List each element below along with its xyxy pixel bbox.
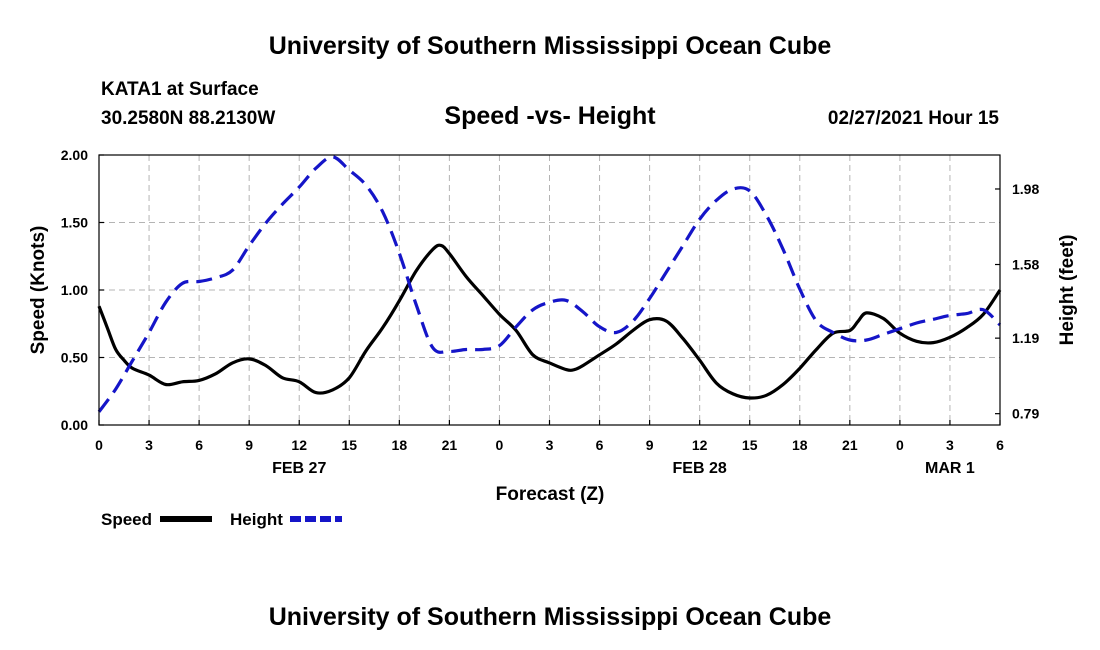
x-tick-label: 15	[341, 437, 357, 453]
x-tick-label: 0	[896, 437, 904, 453]
series-layer	[97, 155, 1002, 413]
x-tick-label: 6	[596, 437, 604, 453]
x-tick-label: 6	[996, 437, 1004, 453]
axes: 0 3 6 9 12 15 18 21 0 3 6 9 12 15 18 21 0 3 6 0.00 0.50 1.00 1…	[61, 147, 1040, 477]
x-tick-label: 21	[442, 437, 458, 453]
grid	[99, 155, 1000, 425]
y2-tick-label: 0.79	[1012, 406, 1039, 422]
station-coords: 30.2580N 88.2130W	[101, 108, 275, 129]
page-title-bottom: University of Southern Mississippi Ocean…	[269, 603, 832, 631]
legend: Speed Height	[101, 510, 342, 529]
y2-tick-label: 1.19	[1012, 330, 1039, 346]
y-tick-label: 1.50	[61, 215, 88, 231]
x-tick-label: 3	[546, 437, 554, 453]
x-tick-label: 3	[946, 437, 954, 453]
x-tick-label: 9	[646, 437, 654, 453]
date-label: FEB 27	[272, 460, 326, 477]
y-tick-label: 1.00	[61, 282, 88, 298]
legend-height-label: Height	[230, 510, 283, 529]
y-tick-label: 0.00	[61, 417, 88, 433]
page-title-top: University of Southern Mississippi Ocean…	[269, 32, 832, 60]
height-series-line	[97, 155, 1002, 413]
date-label: MAR 1	[925, 460, 975, 477]
y2-axis-label: Height (feet)	[1057, 235, 1078, 346]
date-label: FEB 28	[673, 460, 727, 477]
x-tick-label: 15	[742, 437, 758, 453]
speed-series-line	[97, 243, 1002, 400]
station-name: KATA1 at Surface	[101, 79, 259, 100]
forecast-datetime: 02/27/2021 Hour 15	[828, 108, 1000, 129]
x-tick-label: 6	[195, 437, 203, 453]
x-tick-label: 0	[496, 437, 504, 453]
x-tick-label: 21	[842, 437, 858, 453]
legend-speed-label: Speed	[101, 510, 152, 529]
x-tick-label: 3	[145, 437, 153, 453]
y-tick-label: 2.00	[61, 147, 88, 163]
y-tick-label: 0.50	[61, 350, 88, 366]
y2-tick-label: 1.58	[1012, 257, 1039, 273]
y2-tick-label: 1.98	[1012, 181, 1039, 197]
y-axis-label: Speed (Knots)	[28, 226, 49, 355]
x-tick-label: 0	[95, 437, 103, 453]
x-axis-label: Forecast (Z)	[496, 484, 605, 505]
x-tick-label: 12	[692, 437, 708, 453]
x-tick-label: 9	[245, 437, 253, 453]
x-tick-label: 12	[291, 437, 307, 453]
x-tick-label: 18	[392, 437, 408, 453]
chart-title: Speed -vs- Height	[444, 102, 656, 130]
x-tick-label: 18	[792, 437, 808, 453]
